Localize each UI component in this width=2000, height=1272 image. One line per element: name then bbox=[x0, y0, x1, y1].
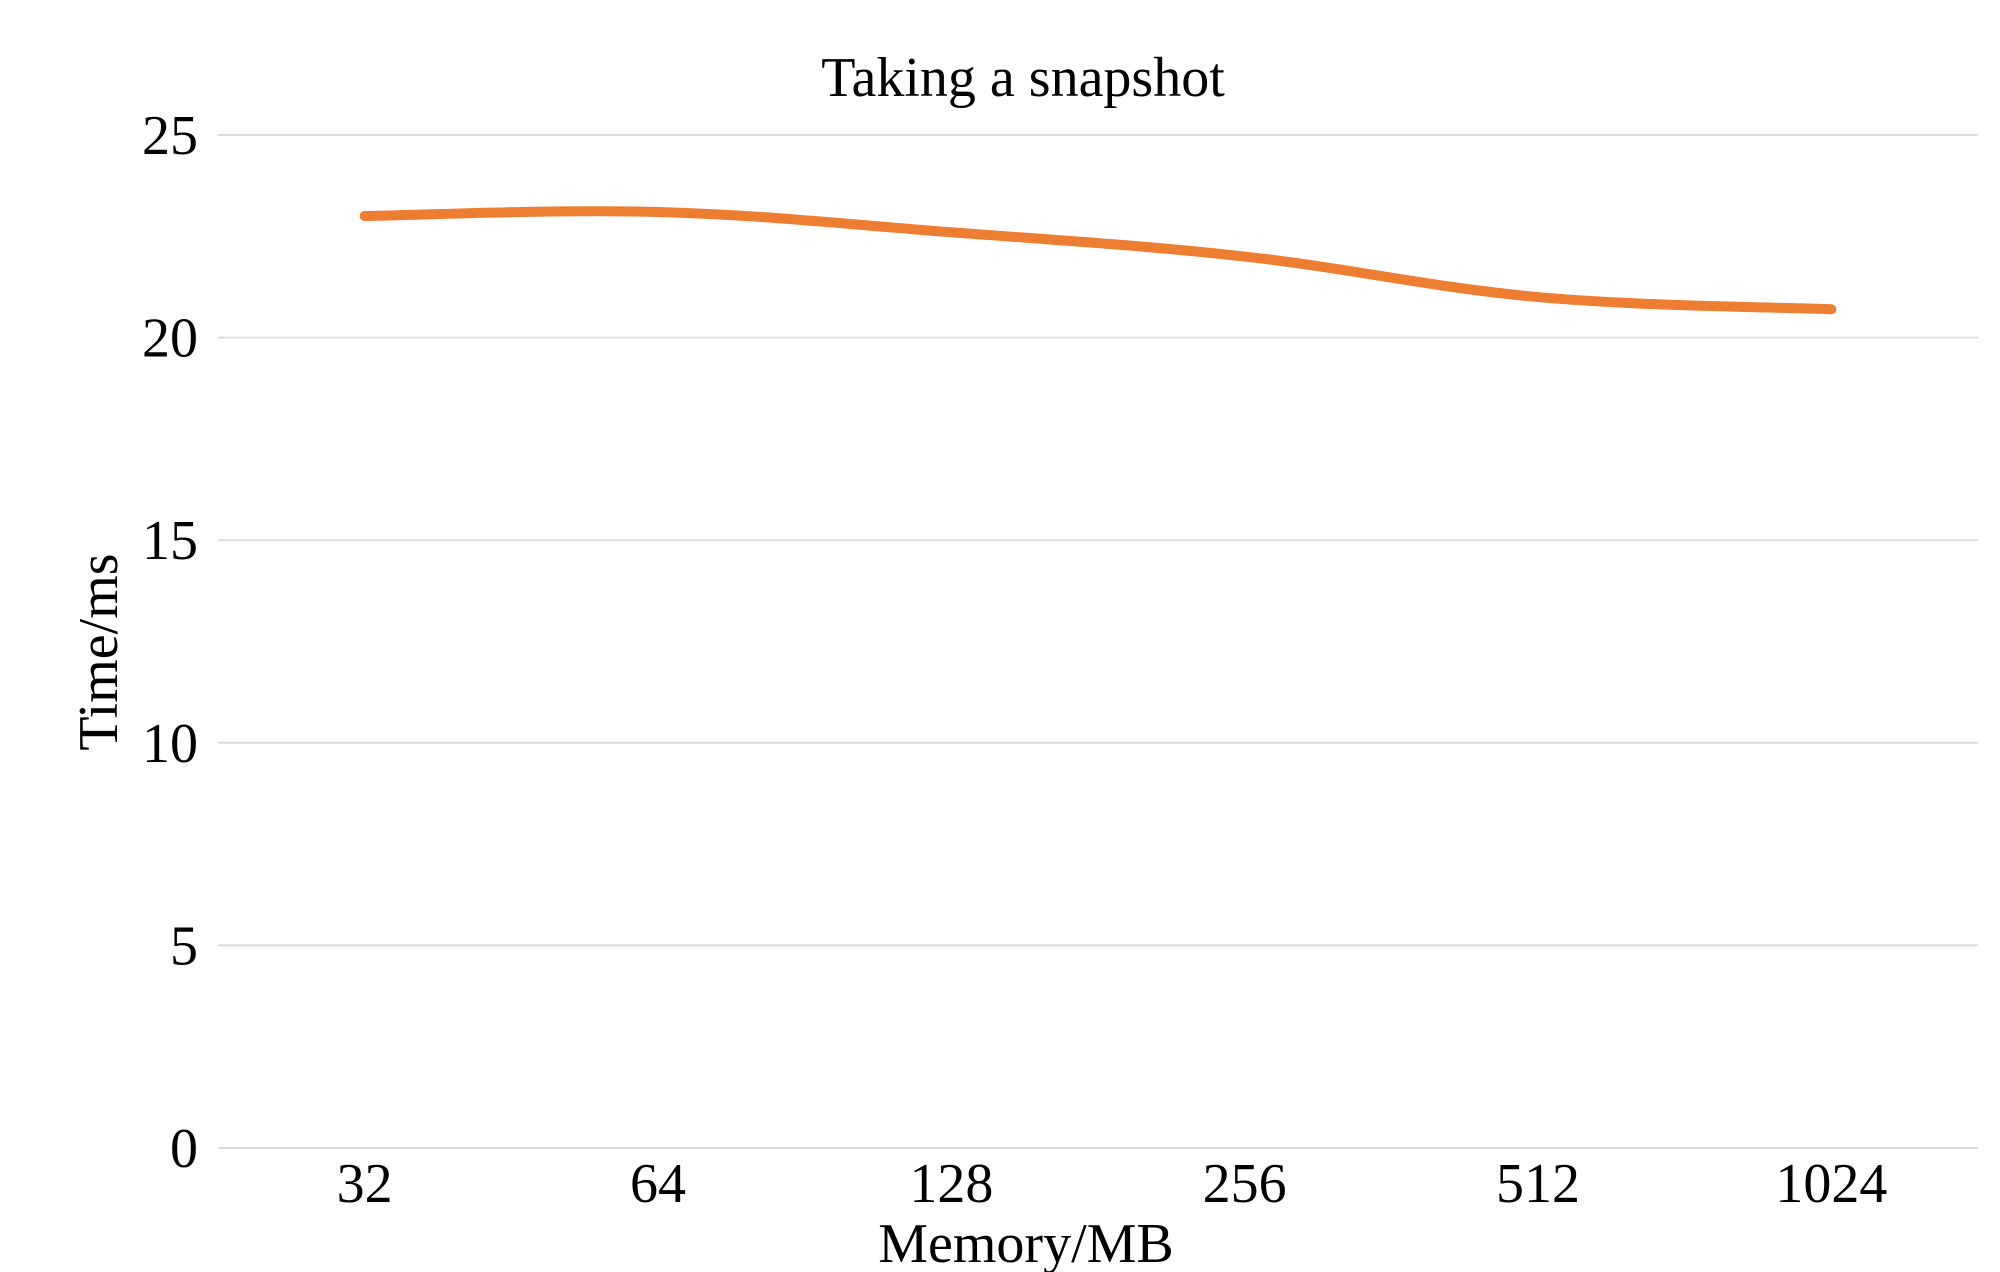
x-axis-label: Memory/MB bbox=[878, 1213, 1174, 1272]
x-tick-label: 128 bbox=[909, 1153, 993, 1215]
x-tick-label: 512 bbox=[1496, 1153, 1580, 1215]
y-axis-label: Time/ms bbox=[68, 553, 130, 750]
x-tick-label: 32 bbox=[337, 1153, 393, 1215]
y-tick-label: 5 bbox=[170, 915, 198, 977]
x-axis-ticks: 32 64 128 256 512 1024 bbox=[337, 1153, 1888, 1215]
y-tick-label: 10 bbox=[142, 713, 198, 775]
x-tick-label: 1024 bbox=[1775, 1153, 1887, 1215]
x-tick-label: 256 bbox=[1203, 1153, 1287, 1215]
series-line-0 bbox=[359, 206, 1837, 315]
y-tick-label: 15 bbox=[142, 510, 198, 572]
chart-title: Taking a snapshot bbox=[821, 47, 1225, 109]
y-tick-label: 25 bbox=[142, 105, 198, 167]
y-tick-label: 20 bbox=[142, 308, 198, 370]
gridlines bbox=[218, 134, 1978, 1149]
series-layer bbox=[359, 206, 1837, 315]
y-axis-ticks: 0 5 10 15 20 25 bbox=[142, 105, 198, 1180]
y-tick-label: 0 bbox=[170, 1118, 198, 1180]
x-tick-label: 64 bbox=[630, 1153, 686, 1215]
